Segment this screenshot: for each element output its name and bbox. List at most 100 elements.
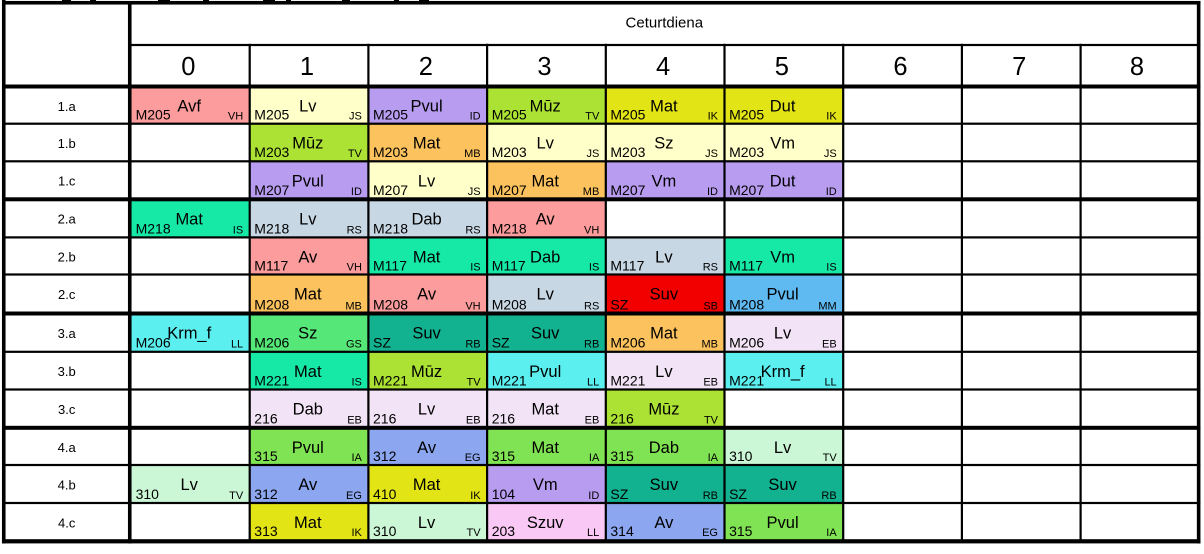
svg-text:M207: M207 <box>254 182 289 198</box>
svg-text:Lv: Lv <box>299 210 317 228</box>
svg-text:ID: ID <box>826 186 837 198</box>
svg-text:M208: M208 <box>729 296 764 312</box>
svg-text:1.b: 1.b <box>58 136 76 151</box>
svg-text:M117: M117 <box>492 257 526 273</box>
svg-text:2: 2 <box>419 53 433 81</box>
svg-text:Mat: Mat <box>294 286 322 304</box>
svg-text:ID: ID <box>351 186 362 198</box>
svg-text:Pvul: Pvul <box>529 363 561 381</box>
svg-text:Sz: Sz <box>298 325 317 343</box>
svg-text:Vm: Vm <box>652 172 677 190</box>
svg-text:IK: IK <box>351 527 362 539</box>
svg-text:M117: M117 <box>729 257 763 273</box>
svg-text:IS: IS <box>826 261 836 273</box>
svg-text:Mūz: Mūz <box>292 135 323 153</box>
svg-text:Lv: Lv <box>774 325 792 343</box>
svg-text:Lv: Lv <box>655 363 673 381</box>
svg-text:Mūz: Mūz <box>530 98 561 116</box>
svg-text:RB: RB <box>821 490 836 502</box>
svg-text:M205: M205 <box>373 107 408 123</box>
svg-text:IK: IK <box>826 111 837 123</box>
svg-text:Lv: Lv <box>418 172 436 190</box>
svg-text:Mat: Mat <box>650 98 678 116</box>
svg-text:SZ: SZ <box>610 296 628 312</box>
svg-text:310: 310 <box>373 523 397 539</box>
svg-text:Mat: Mat <box>175 210 203 228</box>
svg-text:312: 312 <box>254 486 278 502</box>
svg-text:VH: VH <box>584 224 599 236</box>
svg-text:1: 1 <box>300 53 314 81</box>
svg-text:IA: IA <box>351 452 362 464</box>
svg-text:M205: M205 <box>136 107 171 123</box>
svg-text:TV: TV <box>467 527 482 539</box>
svg-text:Mat: Mat <box>413 476 441 494</box>
svg-text:Dab: Dab <box>530 248 560 266</box>
svg-text:LL: LL <box>587 527 599 539</box>
svg-text:Av: Av <box>417 439 437 457</box>
svg-text:RB: RB <box>703 490 718 502</box>
svg-text:TV: TV <box>229 490 244 502</box>
svg-text:IS: IS <box>470 261 480 273</box>
svg-text:GS: GS <box>346 339 362 351</box>
svg-text:M207: M207 <box>373 182 408 198</box>
svg-text:M203: M203 <box>254 144 289 160</box>
svg-text:314: 314 <box>610 523 634 539</box>
svg-text:Pvul: Pvul <box>767 514 799 532</box>
svg-text:Suv: Suv <box>650 476 679 494</box>
svg-text:JS: JS <box>468 186 481 198</box>
svg-text:Suv: Suv <box>768 476 797 494</box>
svg-text:IA: IA <box>589 452 600 464</box>
svg-text:EB: EB <box>585 415 600 427</box>
svg-text:RS: RS <box>703 261 718 273</box>
svg-text:5: 5 <box>775 53 789 81</box>
svg-text:Pvul: Pvul <box>292 172 324 190</box>
svg-text:4: 4 <box>656 53 670 81</box>
svg-text:SZ: SZ <box>729 486 747 502</box>
svg-text:M221: M221 <box>254 372 289 388</box>
svg-text:M207: M207 <box>492 182 527 198</box>
svg-text:315: 315 <box>254 448 278 464</box>
svg-text:216: 216 <box>254 411 278 427</box>
svg-text:M218: M218 <box>254 220 289 236</box>
svg-text:M221: M221 <box>610 372 645 388</box>
svg-text:IS: IS <box>589 261 599 273</box>
svg-text:EB: EB <box>347 415 362 427</box>
svg-text:216: 216 <box>373 411 397 427</box>
svg-text:M207: M207 <box>729 182 764 198</box>
svg-text:M221: M221 <box>729 372 764 388</box>
svg-text:Lv: Lv <box>418 514 436 532</box>
svg-text:SZ: SZ <box>492 335 510 351</box>
svg-text:Avf: Avf <box>177 98 201 116</box>
svg-text:M218: M218 <box>373 220 408 236</box>
svg-text:4.c: 4.c <box>58 515 76 530</box>
svg-text:RB: RB <box>465 339 480 351</box>
svg-text:IK: IK <box>470 490 481 502</box>
svg-text:EB: EB <box>703 376 718 388</box>
svg-text:M205: M205 <box>254 107 289 123</box>
svg-text:M221: M221 <box>373 372 408 388</box>
svg-text:M203: M203 <box>492 144 527 160</box>
svg-text:315: 315 <box>492 448 516 464</box>
svg-text:EG: EG <box>702 527 718 539</box>
svg-text:M206: M206 <box>729 335 764 351</box>
svg-text:SZ: SZ <box>610 486 628 502</box>
svg-text:313: 313 <box>254 523 278 539</box>
svg-text:Suv: Suv <box>650 286 679 304</box>
svg-text:3.b: 3.b <box>58 364 76 379</box>
svg-text:Mūz: Mūz <box>648 401 679 419</box>
svg-text:RS: RS <box>465 224 480 236</box>
svg-text:312: 312 <box>373 448 397 464</box>
svg-text:Mat: Mat <box>531 439 559 457</box>
svg-text:Mat: Mat <box>531 401 559 419</box>
svg-text:EG: EG <box>465 452 481 464</box>
svg-text:M203: M203 <box>729 144 764 160</box>
svg-text:EB: EB <box>822 339 837 351</box>
svg-text:JS: JS <box>586 148 599 160</box>
svg-text:Dab: Dab <box>293 401 323 419</box>
svg-text:Mat: Mat <box>294 363 322 381</box>
svg-text:2.a: 2.a <box>58 212 77 227</box>
svg-text:MB: MB <box>464 148 481 160</box>
svg-text:M218: M218 <box>492 220 527 236</box>
svg-text:MB: MB <box>702 339 719 351</box>
svg-text:Lv: Lv <box>299 98 317 116</box>
